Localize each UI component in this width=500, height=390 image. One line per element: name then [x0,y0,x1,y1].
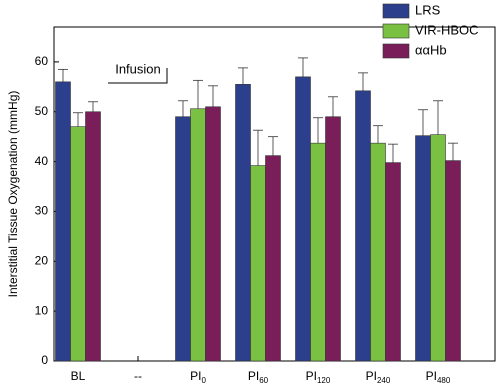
bar [445,160,461,362]
legend-label: ααHb [415,42,447,57]
category-name: PI [306,369,317,383]
error-bar [238,67,248,85]
error-bar [298,57,308,77]
y-tick-label: 60 [35,54,49,68]
category-name: BL [71,369,86,383]
error-bar [328,96,338,117]
error-bar [178,100,188,117]
x-tick-label: -- [134,369,142,383]
error-bar [418,109,428,136]
category-name: PI [190,369,201,383]
bar [370,142,386,362]
category-subscript: 480 [437,376,451,385]
bar [430,134,446,362]
error-bar [58,68,68,82]
category-subscript: 0 [201,376,206,385]
error-bar [448,142,458,161]
bar [265,155,281,362]
bar [55,81,71,362]
annotation: Infusion [115,61,161,76]
error-bar [88,101,98,112]
error-bar [358,72,368,91]
error-bar [433,100,443,135]
bar [235,84,251,362]
annotation-bracket [108,68,168,84]
bar [85,111,101,362]
error-bar [388,143,398,163]
x-tick-label: PI60 [248,369,269,385]
category-name: -- [134,369,142,383]
error-bar [313,117,323,144]
category-subscript: 240 [377,376,391,385]
error-bar [253,129,263,166]
category-subscript: 120 [317,376,331,385]
x-tick-label: PI480 [426,369,451,385]
y-axis-label: Interstitial Tissue Oxygenation (mmHg) [6,91,20,298]
bar [175,116,191,362]
error-bar [73,112,83,127]
y-tick-label: 30 [35,204,49,218]
bar [385,162,401,362]
legend-swatch [382,23,410,39]
y-tick-label: 50 [35,104,49,118]
bar [250,165,266,362]
category-name: PI [248,369,259,383]
bar [70,126,86,362]
error-bar [208,85,218,107]
bar [355,90,371,362]
bar [325,116,341,362]
x-tick-label: PI120 [306,369,331,385]
x-tick-label: PI0 [190,369,206,385]
category-name: PI [366,369,377,383]
error-bar [268,136,278,156]
category-subscript: 60 [259,376,268,385]
y-tick-label: 0 [41,353,48,367]
y-tick-label: 10 [35,303,49,317]
error-bar [373,125,383,144]
bar [415,135,431,362]
legend-swatch [382,3,410,19]
category-name: PI [426,369,437,383]
legend-label: VIR-HBOC [415,22,479,37]
y-tick-label: 20 [35,253,49,267]
bar [295,76,311,362]
error-bar [193,79,203,109]
y-tick-label: 40 [35,154,49,168]
legend-swatch [382,43,410,59]
x-tick-label: PI240 [366,369,391,385]
legend-label: LRS [415,2,441,17]
x-tick-label: BL [71,369,86,383]
bar [205,106,221,362]
bar [310,142,326,362]
bar [190,108,206,362]
